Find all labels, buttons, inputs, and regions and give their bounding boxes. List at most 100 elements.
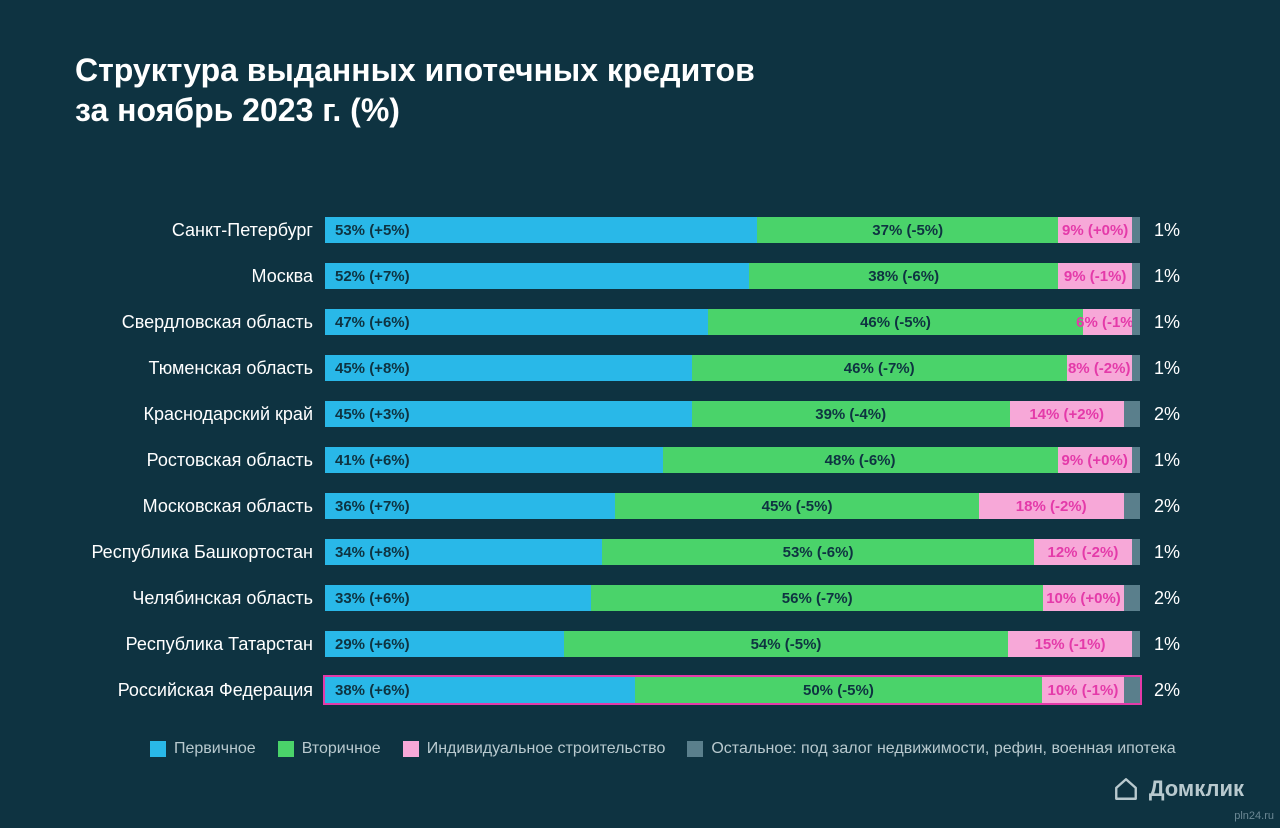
segment-primary: 34% (+8%) xyxy=(325,539,602,565)
segment-secondary: 39% (-4%) xyxy=(692,401,1010,427)
segment-value: 53% (-6%) xyxy=(783,544,854,561)
other-value: 1% xyxy=(1140,450,1195,471)
segment-indiv: 9% (-1%) xyxy=(1058,263,1131,289)
segment-primary: 33% (+6%) xyxy=(325,585,591,611)
other-value: 2% xyxy=(1140,404,1195,425)
segment-value: 10% (-1%) xyxy=(1048,682,1119,699)
segment-value: 36% (+7%) xyxy=(335,498,410,515)
row-label: Республика Башкортостан xyxy=(75,542,325,563)
legend-label-other: Остальное: под залог недвижимости, рефин… xyxy=(711,740,1175,758)
segment-value: 45% (+8%) xyxy=(335,360,410,377)
row-label: Московская область xyxy=(75,496,325,517)
brand-name: Домклик xyxy=(1149,776,1244,802)
chart-row: Республика Башкортостан34% (+8%) 53% (-6%… xyxy=(75,532,1205,572)
bar: 38% (+6%) 50% (-5%) 10% (-1%) xyxy=(325,677,1140,703)
segment-value: 12% (-2%) xyxy=(1048,544,1119,561)
chart-row: Тюменская область 45% (+8%) 46% (-7%)8% (-… xyxy=(75,348,1205,388)
other-value: 1% xyxy=(1140,634,1195,655)
segment-value: 9% (+0%) xyxy=(1062,452,1128,469)
bar: 47% (+6%)46% (-5%)6% (-1%) xyxy=(325,309,1140,335)
legend-swatch-other xyxy=(687,741,703,757)
segment-other xyxy=(1132,539,1140,565)
legend-swatch-secondary xyxy=(278,741,294,757)
segment-value: 54% (-5%) xyxy=(751,636,822,653)
segment-other xyxy=(1132,217,1140,243)
segment-value: 18% (-2%) xyxy=(1016,498,1087,515)
segment-other xyxy=(1132,631,1140,657)
segment-value: 52% (+7%) xyxy=(335,268,410,285)
bar: 34% (+8%) 53% (-6%) 12% (-2%) xyxy=(325,539,1140,565)
segment-value: 38% (+6%) xyxy=(335,682,410,699)
segment-value: 9% (-1%) xyxy=(1064,268,1127,285)
segment-other xyxy=(1124,493,1140,519)
other-value: 1% xyxy=(1140,220,1195,241)
row-label: Российская Федерация xyxy=(75,680,325,701)
other-value: 2% xyxy=(1140,588,1195,609)
chart-row: Республика Татарстан29% (+6%)54% (-5%)15… xyxy=(75,624,1205,664)
segment-indiv: 6% (-1%) xyxy=(1083,309,1132,335)
house-icon xyxy=(1113,776,1139,802)
other-value: 1% xyxy=(1140,358,1195,379)
segment-value: 6% (-1%) xyxy=(1076,314,1139,331)
segment-secondary: 50% (-5%) xyxy=(635,677,1043,703)
bar: 36% (+7%) 45% (-5%) 18% (-2%) xyxy=(325,493,1140,519)
brand-logo: Домклик xyxy=(1113,776,1244,802)
stacked-bar-chart: Санкт-Петербург53% (+5%)37% (-5%)9% (+0%… xyxy=(75,210,1205,716)
segment-primary: 36% (+7%) xyxy=(325,493,615,519)
chart-row: Челябинская область33% (+6%)56% (-7%)10%… xyxy=(75,578,1205,618)
segment-secondary: 38% (-6%) xyxy=(749,263,1059,289)
segment-indiv: 14% (+2%) xyxy=(1010,401,1124,427)
segment-indiv: 18% (-2%) xyxy=(979,493,1124,519)
legend-label-indiv: Индивидуальное строительство xyxy=(427,740,666,758)
row-label: Тюменская область xyxy=(75,358,325,379)
segment-value: 41% (+6%) xyxy=(335,452,410,469)
segment-value: 53% (+5%) xyxy=(335,222,410,239)
segment-other xyxy=(1132,263,1140,289)
segment-value: 9% (+0%) xyxy=(1062,222,1128,239)
bar: 45% (+3%) 39% (-4%) 14% (+2%) xyxy=(325,401,1140,427)
row-label: Челябинская область xyxy=(75,588,325,609)
legend-label-secondary: Вторичное xyxy=(302,740,381,758)
legend-item-primary: Первичное xyxy=(150,740,256,758)
segment-secondary: 46% (-5%) xyxy=(708,309,1083,335)
segment-value: 8% (-2%) xyxy=(1068,360,1131,377)
segment-primary: 45% (+3%) xyxy=(325,401,692,427)
chart-legend: Первичное Вторичное Индивидуальное строи… xyxy=(150,740,1176,758)
bar: 45% (+8%) 46% (-7%)8% (-2%) xyxy=(325,355,1140,381)
segment-secondary: 45% (-5%) xyxy=(615,493,978,519)
segment-value: 10% (+0%) xyxy=(1046,590,1121,607)
bar: 29% (+6%)54% (-5%)15% (-1%) xyxy=(325,631,1140,657)
segment-other xyxy=(1124,401,1140,427)
other-value: 1% xyxy=(1140,266,1195,287)
segment-value: 38% (-6%) xyxy=(868,268,939,285)
bar: 33% (+6%)56% (-7%)10% (+0%) xyxy=(325,585,1140,611)
title-line-1: Структура выданных ипотечных кредитов xyxy=(75,50,755,90)
segment-other xyxy=(1132,447,1140,473)
segment-secondary: 46% (-7%) xyxy=(692,355,1067,381)
source-watermark: pln24.ru xyxy=(1234,810,1274,822)
row-label: Краснодарский край xyxy=(75,404,325,425)
segment-secondary: 56% (-7%) xyxy=(591,585,1043,611)
bar: 41% (+6%)48% (-6%)9% (+0%) xyxy=(325,447,1140,473)
chart-title: Структура выданных ипотечных кредитов за… xyxy=(75,50,755,130)
legend-swatch-indiv xyxy=(403,741,419,757)
chart-row: Москва52% (+7%)38% (-6%)9% (-1%)1% xyxy=(75,256,1205,296)
segment-value: 14% (+2%) xyxy=(1029,406,1104,423)
segment-indiv: 9% (+0%) xyxy=(1058,447,1132,473)
segment-secondary: 37% (-5%) xyxy=(757,217,1059,243)
segment-value: 45% (+3%) xyxy=(335,406,410,423)
segment-value: 37% (-5%) xyxy=(872,222,943,239)
bar: 53% (+5%) 37% (-5%) 9% (+0%) xyxy=(325,217,1140,243)
segment-indiv: 10% (+0%) xyxy=(1043,585,1124,611)
segment-value: 46% (-5%) xyxy=(860,314,931,331)
chart-row: Санкт-Петербург53% (+5%)37% (-5%)9% (+0%… xyxy=(75,210,1205,250)
bar: 52% (+7%) 38% (-6%) 9% (-1%) xyxy=(325,263,1140,289)
legend-item-indiv: Индивидуальное строительство xyxy=(403,740,666,758)
other-value: 2% xyxy=(1140,680,1195,701)
legend-label-primary: Первичное xyxy=(174,740,256,758)
segment-value: 39% (-4%) xyxy=(815,406,886,423)
segment-indiv: 12% (-2%) xyxy=(1034,539,1132,565)
chart-row: Российская Федерация 38% (+6%) 50% (-5%) 10… xyxy=(75,670,1205,710)
other-value: 1% xyxy=(1140,542,1195,563)
legend-item-secondary: Вторичное xyxy=(278,740,381,758)
